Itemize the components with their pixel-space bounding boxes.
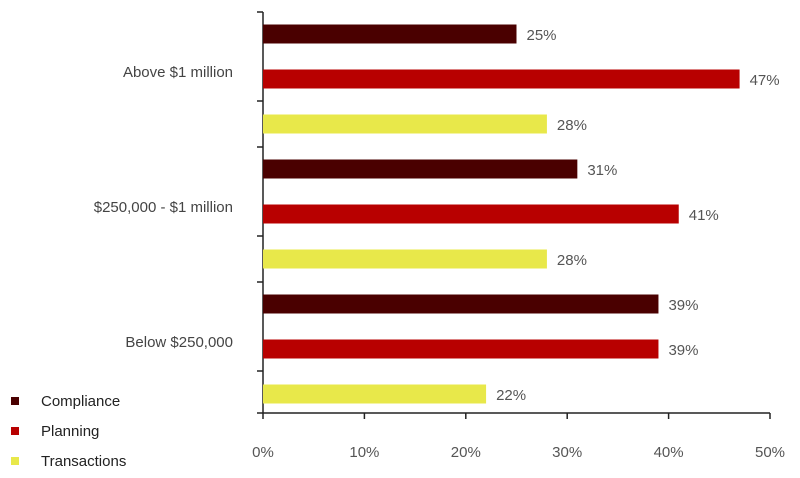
data-label: 39% bbox=[668, 297, 698, 314]
data-label: 31% bbox=[587, 162, 617, 179]
data-label: 41% bbox=[689, 207, 719, 224]
data-label: 39% bbox=[668, 342, 698, 359]
bar-compliance bbox=[263, 159, 578, 179]
data-label: 22% bbox=[496, 387, 526, 404]
x-tick-label: 0% bbox=[252, 444, 274, 461]
x-tick-label: 30% bbox=[552, 444, 582, 461]
legend-label: Compliance bbox=[41, 393, 120, 410]
bar-planning bbox=[263, 339, 659, 359]
legend-label: Transactions bbox=[41, 453, 126, 470]
bar-planning bbox=[263, 69, 740, 89]
x-tick-label: 10% bbox=[349, 444, 379, 461]
legend-label: Planning bbox=[41, 423, 99, 440]
bar-compliance bbox=[263, 294, 659, 314]
x-tick-label: 20% bbox=[451, 444, 481, 461]
category-label: $250,000 - $1 million bbox=[94, 199, 233, 216]
data-label: 28% bbox=[557, 252, 587, 269]
legend-swatch-transactions bbox=[11, 457, 19, 465]
data-label: 25% bbox=[527, 27, 557, 44]
legend-swatch-compliance bbox=[11, 397, 19, 405]
category-label: Above $1 million bbox=[123, 64, 233, 81]
data-label: 47% bbox=[750, 72, 780, 89]
category-label: Below $250,000 bbox=[125, 334, 233, 351]
bar-planning bbox=[263, 204, 679, 224]
x-tick-label: 40% bbox=[654, 444, 684, 461]
bar-transactions bbox=[263, 249, 547, 269]
x-tick-label: 50% bbox=[755, 444, 785, 461]
data-label: 28% bbox=[557, 117, 587, 134]
bar-transactions bbox=[263, 114, 547, 134]
legend-swatch-planning bbox=[11, 427, 19, 435]
bar-compliance bbox=[263, 24, 517, 44]
bar-transactions bbox=[263, 384, 487, 404]
